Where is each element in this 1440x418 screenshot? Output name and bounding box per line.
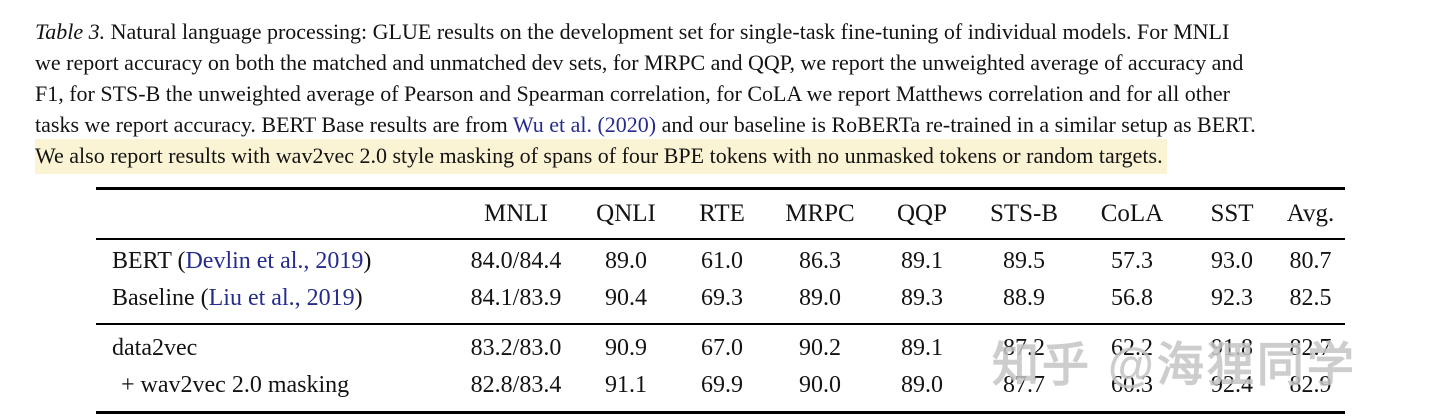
cell-stsb: 88.9: [1003, 285, 1045, 311]
cell-qnli: 90.4: [605, 285, 647, 311]
caption-text: we report accuracy on both the matched a…: [35, 50, 1244, 75]
cell-rte: 61.0: [701, 248, 743, 274]
table-caption: Table 3. Natural language processing: GL…: [35, 16, 1425, 174]
caption-text: F1, for STS-B the unweighted average of …: [35, 81, 1230, 106]
cell-mrpc: 90.2: [799, 335, 841, 361]
cell-avg: 82.9: [1289, 372, 1332, 398]
row-label-text: ): [354, 285, 363, 311]
cell-stsb: 87.2: [1003, 335, 1045, 361]
cell-stsb: 89.5: [1003, 248, 1045, 274]
table-row-bert: BERT (Devlin et al., 2019) 84.0/84.4 89.…: [96, 243, 1345, 280]
cell-avg: 80.7: [1289, 248, 1332, 274]
cell-rte: 69.3: [701, 285, 743, 311]
cell-stsb: 87.7: [1003, 372, 1045, 398]
header-mrpc: MRPC: [785, 200, 855, 227]
citation-link-liu-2019[interactable]: Liu et al., 2019: [208, 285, 355, 311]
cell-sst: 93.0: [1211, 248, 1253, 274]
row-label-text: + wav2vec 2.0 masking: [121, 372, 350, 398]
cell-cola: 57.3: [1111, 248, 1153, 274]
header-qqp: QQP: [896, 200, 947, 227]
cell-rte: 67.0: [701, 335, 743, 361]
header-qnli: QNLI: [596, 200, 656, 227]
caption-table-number: Table 3.: [35, 19, 106, 44]
header-mnli: MNLI: [484, 200, 548, 227]
cell-mnli: 84.0/84.4: [470, 248, 562, 274]
caption-text: and our baseline is RoBERTa re-trained i…: [656, 112, 1256, 137]
cell-rte: 69.9: [701, 372, 743, 398]
header-cola: CoLA: [1100, 200, 1164, 227]
caption-text: Natural language processing: GLUE result…: [105, 19, 1230, 44]
cell-sst: 91.8: [1211, 335, 1253, 361]
table-row-wav2vec-masking: + wav2vec 2.0 masking 82.8/83.4 91.1 69.…: [96, 367, 1345, 404]
header-stsb: STS-B: [989, 200, 1059, 227]
cell-avg: 82.7: [1289, 335, 1332, 361]
baseline-section: BERT (Devlin et al., 2019) 84.0/84.4 89.…: [96, 240, 1345, 325]
cell-cola: 62.2: [1111, 335, 1153, 361]
caption-text: tasks we report accuracy. BERT Base resu…: [35, 112, 513, 137]
header-avg: Avg.: [1286, 200, 1335, 227]
cell-cola: 60.3: [1111, 372, 1153, 398]
cell-cola: 56.8: [1111, 285, 1153, 311]
cell-mrpc: 90.0: [799, 372, 841, 398]
cell-qqp: 89.1: [901, 248, 943, 274]
caption-highlighted-text: We also report results with wav2vec 2.0 …: [35, 139, 1167, 174]
table-row-baseline: Baseline (Liu et al., 2019) 84.1/83.9 90…: [96, 280, 1345, 317]
cell-sst: 92.4: [1211, 372, 1253, 398]
data2vec-section: data2vec 83.2/83.0 90.9 67.0 90.2 89.1 8…: [96, 325, 1345, 411]
header-sst: SST: [1210, 200, 1254, 227]
citation-link-wu-2020[interactable]: Wu et al. (2020): [512, 112, 657, 137]
cell-sst: 92.3: [1211, 285, 1253, 311]
cell-qnli: 89.0: [605, 248, 647, 274]
citation-link-devlin-2019[interactable]: Devlin et al., 2019: [185, 248, 364, 274]
cell-qqp: 89.1: [901, 335, 943, 361]
cell-qqp: 89.0: [901, 372, 943, 398]
caption-line-2: we report accuracy on both the matched a…: [35, 47, 1425, 78]
caption-line-5: We also report results with wav2vec 2.0 …: [35, 139, 1425, 174]
row-label-text: data2vec: [112, 335, 198, 361]
table-header-row: MNLI QNLI RTE MRPC QQP STS-B CoLA SST Av…: [96, 190, 1345, 240]
caption-line-4: tasks we report accuracy. BERT Base resu…: [35, 109, 1425, 140]
row-label: + wav2vec 2.0 masking: [96, 372, 456, 399]
caption-line-1: Table 3. Natural language processing: GL…: [35, 16, 1425, 47]
table-row-data2vec: data2vec 83.2/83.0 90.9 67.0 90.2 89.1 8…: [96, 330, 1345, 367]
row-label: Baseline (Liu et al., 2019): [96, 285, 456, 312]
cell-avg: 82.5: [1289, 285, 1332, 311]
cell-qnli: 91.1: [605, 372, 647, 398]
row-label-text: ): [363, 248, 372, 274]
cell-qqp: 89.3: [901, 285, 943, 311]
row-label-text: BERT (: [112, 248, 186, 274]
cell-mrpc: 86.3: [799, 248, 841, 274]
glue-results-table: MNLI QNLI RTE MRPC QQP STS-B CoLA SST Av…: [96, 187, 1345, 414]
zhihu-watermark: 知乎 @海狸同学: [992, 338, 1357, 391]
cell-mnli: 83.2/83.0: [470, 335, 562, 361]
row-label: data2vec: [96, 335, 456, 362]
cell-mrpc: 89.0: [799, 285, 841, 311]
cell-mnli: 82.8/83.4: [470, 372, 562, 398]
row-label: BERT (Devlin et al., 2019): [96, 248, 456, 275]
row-label-text: Baseline (: [112, 285, 209, 311]
cell-qnli: 90.9: [605, 335, 647, 361]
header-rte: RTE: [699, 200, 745, 227]
caption-line-3: F1, for STS-B the unweighted average of …: [35, 78, 1425, 109]
cell-mnli: 84.1/83.9: [470, 285, 562, 311]
